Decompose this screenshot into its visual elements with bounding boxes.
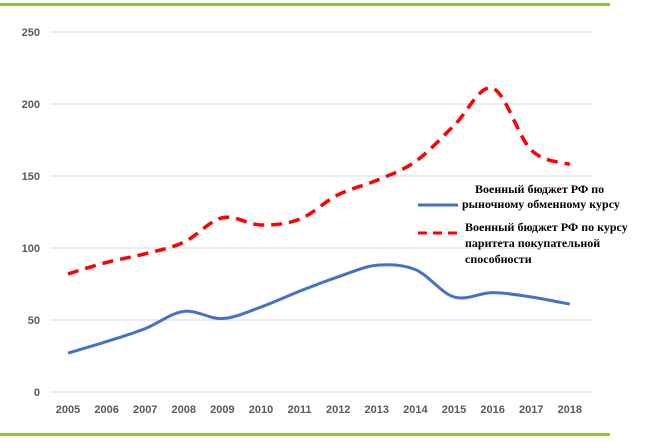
x-tick-label: 2010 [249, 404, 273, 416]
gridlines [50, 31, 592, 393]
legend-label: Военный бюджет РФ по [475, 182, 604, 196]
series-market-rate-line-point [454, 296, 455, 297]
y-tick-label: 0 [34, 387, 40, 399]
series-ppp-line-point [415, 161, 416, 162]
x-tick-label: 2006 [94, 404, 118, 416]
x-tick-label: 2007 [133, 404, 157, 416]
x-tick-label: 2012 [326, 404, 350, 416]
x-tick-label: 2011 [288, 404, 312, 416]
y-tick-label: 200 [22, 99, 40, 111]
x-tick-label: 2005 [56, 404, 80, 416]
series-ppp-line-point [569, 164, 570, 165]
series-ppp-line-point [454, 125, 455, 126]
series-ppp-line-point [222, 217, 223, 218]
series-market-rate-line-point [492, 292, 493, 293]
x-tick-label: 2009 [210, 404, 234, 416]
series-ppp-line-point [492, 88, 493, 89]
series-market-rate-line-point [376, 265, 377, 266]
y-tick-label: 100 [22, 243, 40, 255]
y-tick-label: 50 [28, 315, 40, 327]
series-market-rate-line-point [338, 276, 339, 277]
x-axis-ticks: 2005 2006 2007 2008 2009 2010 2011 2012 2013 2014… [56, 404, 582, 416]
series-market-rate-line-point [531, 296, 532, 297]
y-tick-label: 150 [22, 171, 40, 183]
y-tick-label: 250 [22, 27, 40, 39]
x-tick-label: 2017 [519, 404, 543, 416]
series-market-rate-line-point [415, 269, 416, 270]
series-market-rate-line-point [299, 291, 300, 292]
series-market-rate-line-point [261, 307, 262, 308]
series-ppp-line-point [106, 262, 107, 263]
series-ppp-line-point [531, 150, 532, 151]
legend-label: способности [465, 252, 532, 266]
series-market-rate-line-point [106, 341, 107, 342]
series-lines [67, 86, 571, 355]
series-ppp-line-point [299, 219, 300, 220]
x-tick-label: 2013 [365, 404, 389, 416]
x-tick-label: 2008 [172, 404, 196, 416]
y-axis-ticks: 0 50 100 150 200 250 [22, 27, 40, 399]
series-ppp-line [67, 86, 571, 276]
series-ppp-line-point [338, 194, 339, 195]
series-ppp-line-point [68, 273, 69, 274]
series-ppp-line-point [261, 224, 262, 225]
series-ppp-line-point [183, 242, 184, 243]
series-ppp-line-point [376, 180, 377, 181]
top-frame-line [0, 3, 610, 6]
x-tick-label: 2014 [403, 404, 428, 416]
legend-label: паритета покупательной [465, 236, 600, 250]
series-market-rate-line-point [68, 353, 69, 354]
series-market-rate-line-point [222, 318, 223, 319]
series-market-rate-line-point [569, 304, 570, 305]
x-tick-label: 2018 [558, 404, 582, 416]
series-ppp-line-point [145, 253, 146, 254]
x-tick-label: 2016 [480, 404, 504, 416]
series-market-rate-line-point [183, 311, 184, 312]
legend-label: Военный бюджет РФ по курсу [465, 220, 628, 234]
x-tick-label: 2015 [442, 404, 466, 416]
bottom-frame-line [0, 433, 610, 436]
series-market-rate-line [67, 263, 571, 355]
legend-label: рыночному обменному курсу [462, 197, 620, 211]
series-market-rate-line-point [145, 328, 146, 329]
